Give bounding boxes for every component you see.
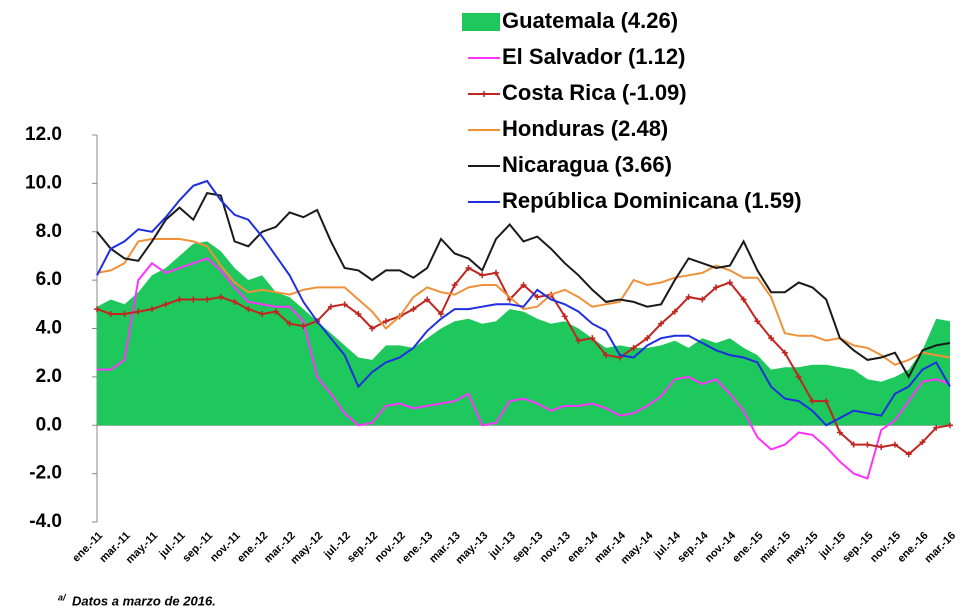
y-tick-label: 6.0 <box>36 269 62 290</box>
line <box>96 191 951 379</box>
marker <box>492 269 499 276</box>
marker <box>933 424 940 431</box>
marker <box>919 439 926 446</box>
marker <box>410 306 417 313</box>
marker <box>107 310 114 317</box>
marker <box>561 313 568 320</box>
marker <box>259 310 266 317</box>
marker <box>382 318 389 325</box>
legend-swatch <box>462 13 500 31</box>
marker <box>589 335 596 342</box>
marker <box>286 320 293 327</box>
marker <box>809 398 816 405</box>
line <box>96 179 951 427</box>
marker <box>864 441 871 448</box>
marker <box>162 301 169 308</box>
marker <box>850 441 857 448</box>
marker <box>630 344 637 351</box>
y-tick-label: 10.0 <box>25 172 62 193</box>
marker <box>176 296 183 303</box>
marker <box>891 441 898 448</box>
marker <box>149 306 156 313</box>
marker <box>479 272 486 279</box>
legend-label: Guatemala (4.26) <box>502 8 678 33</box>
marker <box>726 279 733 286</box>
marker <box>245 306 252 313</box>
legend-marker <box>481 91 487 97</box>
marker <box>341 301 348 308</box>
marker <box>355 310 362 317</box>
marker <box>768 335 775 342</box>
marker <box>713 284 720 291</box>
marker <box>520 281 527 288</box>
marker <box>671 308 678 315</box>
line <box>96 238 951 366</box>
marker <box>823 398 830 405</box>
marker <box>603 352 610 359</box>
y-tick-label: 8.0 <box>36 221 62 242</box>
marker <box>204 296 211 303</box>
marker <box>94 306 100 313</box>
x-tick-label: sep.-11 <box>180 530 215 565</box>
y-tick-label: -4.0 <box>29 511 62 532</box>
marker <box>300 323 307 330</box>
legend-label: Honduras (2.48) <box>502 116 668 141</box>
marker <box>424 296 431 303</box>
marker <box>658 320 665 327</box>
marker <box>699 296 706 303</box>
footnote-marker: a/ <box>58 592 67 602</box>
marker <box>465 265 472 272</box>
marker <box>781 349 788 356</box>
marker <box>272 308 279 315</box>
marker <box>135 308 142 315</box>
line <box>97 257 951 480</box>
marker <box>905 451 912 458</box>
y-tick-label: 2.0 <box>36 366 62 387</box>
y-tick-label: 12.0 <box>25 124 62 145</box>
marker <box>947 422 953 429</box>
marker <box>534 294 541 301</box>
y-tick-label: 4.0 <box>36 318 62 339</box>
y-tick-label: 0.0 <box>36 414 62 435</box>
marker <box>190 296 197 303</box>
x-tick-label: mar.-16 <box>922 530 958 566</box>
marker <box>644 335 651 342</box>
legend-label: El Salvador (1.12) <box>502 44 685 69</box>
marker <box>878 444 885 451</box>
marker <box>836 429 843 436</box>
legend-label: Costa Rica (-1.09) <box>502 80 687 105</box>
marker <box>685 294 692 301</box>
footnote: Datos a marzo de 2016. <box>72 593 216 608</box>
marker <box>217 294 224 301</box>
legend-label: Nicaragua (3.66) <box>502 152 672 177</box>
marker <box>451 281 458 288</box>
y-tick-label: -2.0 <box>29 463 62 484</box>
marker <box>575 337 582 344</box>
marker <box>795 373 802 380</box>
marker <box>754 318 761 325</box>
marker <box>369 325 376 332</box>
marker <box>121 310 128 317</box>
marker <box>437 310 444 317</box>
marker <box>327 303 334 310</box>
marker <box>740 296 747 303</box>
legend-label: República Dominicana (1.59) <box>502 188 802 213</box>
area <box>97 241 950 426</box>
marker <box>231 298 238 305</box>
